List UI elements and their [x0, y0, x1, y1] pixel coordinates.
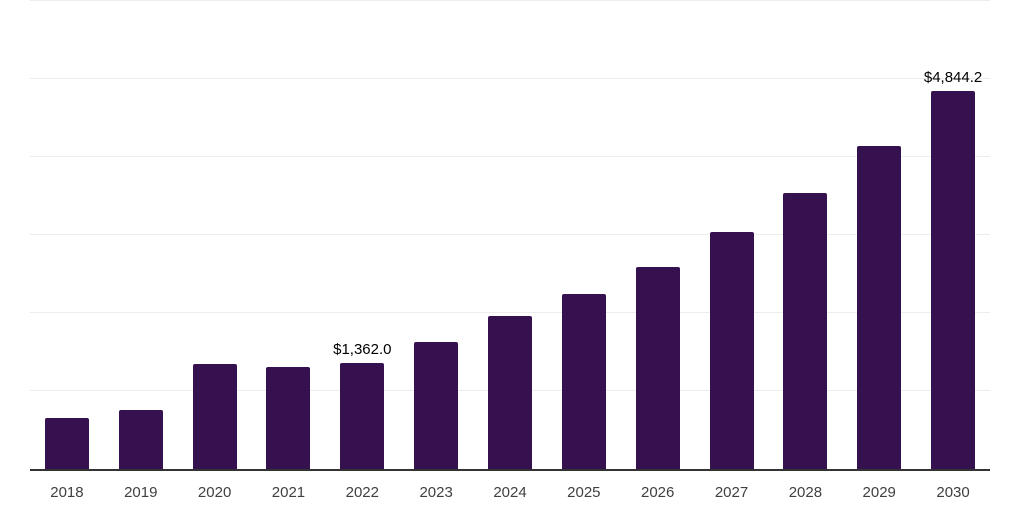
bar-2024	[488, 315, 532, 469]
bar-2018	[44, 418, 89, 469]
bar-2022	[340, 362, 385, 469]
bar-2026	[635, 266, 680, 469]
x-axis-label: 2022	[345, 484, 379, 501]
bar-2023	[414, 342, 459, 469]
bar-2027	[709, 232, 754, 469]
x-axis-label: 2030	[936, 484, 970, 501]
x-axis-label: 2028	[788, 484, 823, 501]
x-axis-label: 2019	[124, 484, 158, 501]
plot-area: $1,362.0 $4,844.2	[30, 0, 990, 469]
x-axis-label: 2026	[641, 484, 675, 501]
x-axis-label: 2018	[50, 484, 84, 501]
bar-2019	[118, 409, 163, 469]
gridline	[30, 234, 990, 235]
x-axis-label: 2020	[197, 484, 232, 501]
bar-2025	[561, 293, 606, 469]
x-axis-labels: 2018 2019 2020 2021 2022 2023 2024 2025 2026 2027…	[30, 471, 990, 507]
gridline	[30, 312, 990, 313]
bar-2030	[931, 91, 976, 469]
bar-2029	[857, 146, 902, 469]
x-axis-label: 2023	[419, 484, 453, 501]
bar-2020	[192, 363, 237, 469]
gridline	[30, 0, 990, 1]
gridline	[30, 156, 990, 157]
x-axis-label: 2024	[493, 484, 527, 501]
bar-2021	[266, 366, 311, 469]
gridline	[30, 78, 990, 79]
bar-value-label: $4,844.2	[923, 69, 983, 87]
bar-2028	[783, 193, 828, 469]
x-axis-label: 2027	[714, 484, 749, 501]
x-axis-label: 2025	[567, 484, 601, 501]
x-axis-label: 2021	[271, 484, 306, 501]
bar-value-label: $1,362.0	[333, 340, 392, 358]
x-axis-label: 2029	[862, 484, 896, 501]
x-axis-line	[30, 469, 990, 471]
